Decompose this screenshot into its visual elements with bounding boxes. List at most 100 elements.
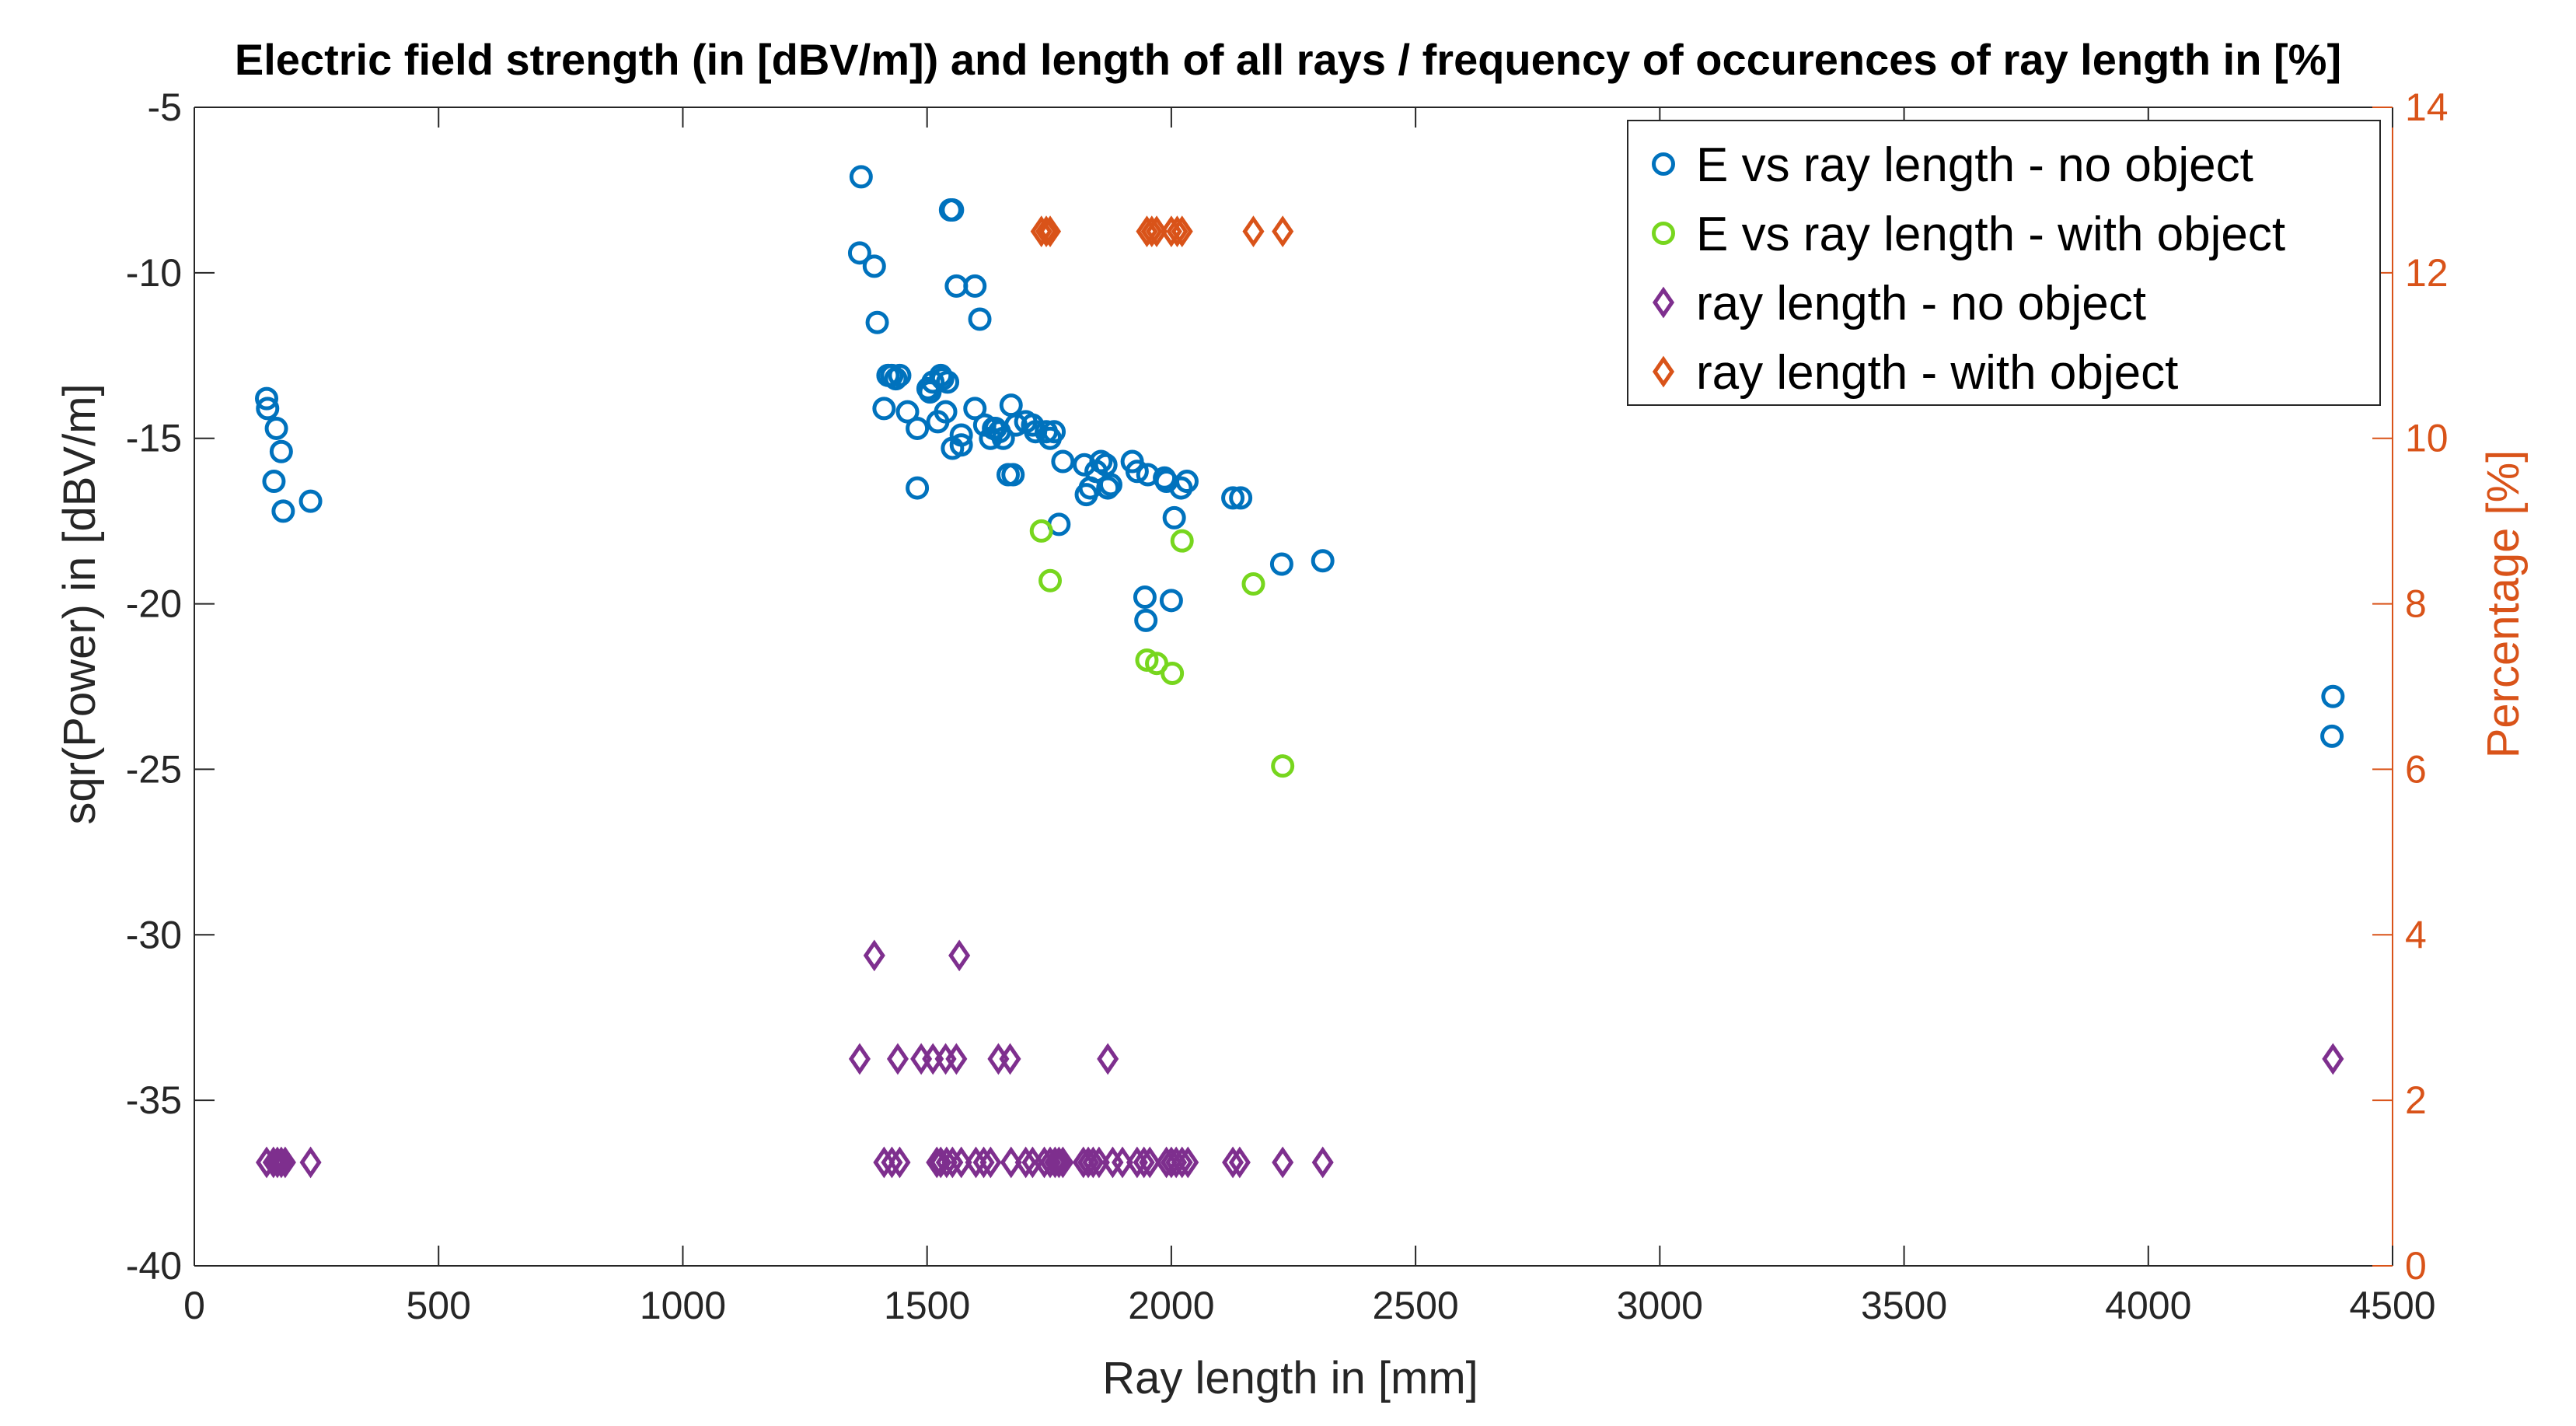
data-point [1048, 1146, 1070, 1179]
x-tick-label: 4000 [2105, 1284, 2191, 1327]
data-point [972, 1146, 995, 1179]
y-left-tick-label: -35 [126, 1078, 182, 1122]
data-point [1133, 585, 1157, 610]
y-right-tick-label: 14 [2405, 86, 2449, 129]
data-point [1135, 648, 1159, 672]
legend-marker [1652, 355, 1675, 388]
x-tick-label: 3000 [1617, 1284, 1703, 1327]
series-4 [1030, 215, 1294, 248]
data-point [1140, 215, 1163, 248]
data-point [1170, 529, 1194, 553]
y-axis-right-label: Percentage [%] [2478, 450, 2529, 759]
data-point [918, 380, 942, 404]
data-point [274, 1146, 296, 1179]
data-point [848, 1043, 871, 1075]
data-point [1097, 1043, 1119, 1075]
x-tick-label: 4500 [2349, 1284, 2435, 1327]
data-point [863, 939, 885, 972]
data-point [1134, 608, 1158, 632]
legend-marker [1652, 286, 1675, 319]
data-point [1052, 1146, 1074, 1179]
data-point [865, 310, 889, 334]
data-point [1171, 215, 1193, 248]
data-point [884, 367, 908, 391]
data-point [270, 1146, 292, 1179]
data-point [1044, 1146, 1066, 1179]
data-point [2322, 1043, 2344, 1075]
data-point [1166, 215, 1189, 248]
x-axis-label: Ray length in [mm] [1102, 1353, 1478, 1403]
legend-box [1627, 120, 2381, 406]
legend-label: ray length - no object [1696, 277, 2146, 330]
data-point [255, 386, 279, 411]
y-left-tick-label: -5 [148, 86, 182, 129]
data-point [979, 1146, 1002, 1179]
data-point [1000, 1146, 1022, 1179]
data-point [1042, 420, 1066, 444]
series-2 [1029, 519, 1295, 778]
data-point [1161, 661, 1185, 685]
data-point [1175, 470, 1199, 494]
data-point [963, 397, 987, 421]
x-tick-label: 2000 [1128, 1284, 1214, 1327]
data-point [1112, 1146, 1134, 1179]
data-point [872, 397, 896, 421]
data-point [880, 363, 904, 387]
y-left-tick-label: -25 [126, 747, 182, 791]
data-point [266, 1146, 288, 1179]
data-point [1038, 568, 1063, 592]
data-point [1269, 552, 1293, 576]
data-point [1242, 215, 1265, 248]
data-point [968, 307, 992, 331]
data-point [965, 1146, 987, 1179]
x-tick-label: 500 [407, 1284, 471, 1327]
data-point [888, 363, 912, 387]
legend-marker [1652, 222, 1675, 245]
y-right-tick-label: 12 [2405, 251, 2449, 295]
data-point [1162, 505, 1186, 530]
data-point [949, 433, 973, 457]
y-left-tick-label: -20 [126, 582, 182, 626]
data-point [1272, 1146, 1294, 1179]
data-point [941, 1146, 964, 1179]
data-point [1001, 463, 1025, 487]
data-point [2321, 684, 2345, 708]
data-point [262, 470, 286, 494]
data-point [269, 439, 293, 463]
data-point [271, 499, 295, 523]
data-point [1004, 413, 1028, 437]
y-right-tick-label: 2 [2405, 1078, 2427, 1122]
data-point [1311, 549, 1335, 573]
data-point [862, 254, 886, 278]
data-point [1014, 1146, 1037, 1179]
data-point [906, 476, 930, 500]
data-point [949, 423, 973, 447]
data-point [847, 241, 871, 265]
data-point [991, 426, 1015, 450]
y-left-tick-label: -30 [126, 913, 182, 956]
data-point [1159, 589, 1183, 613]
data-point [935, 1146, 958, 1179]
data-point [941, 197, 965, 222]
data-point [1271, 754, 1295, 778]
data-point [936, 370, 960, 394]
data-point [1073, 453, 1097, 477]
data-point [1311, 1146, 1334, 1179]
y-right-tick-label: 10 [2405, 417, 2449, 460]
data-point [1125, 460, 1149, 484]
data-point [1139, 1146, 1161, 1179]
data-point [1241, 572, 1265, 596]
data-point [888, 1146, 911, 1179]
data-point [945, 1043, 968, 1075]
data-point [1228, 1146, 1251, 1179]
y-right-tick-label: 4 [2405, 913, 2427, 956]
data-point [1177, 1146, 1199, 1179]
y-right-tick-label: 8 [2405, 582, 2427, 626]
legend-label: E vs ray length - with object [1696, 208, 2285, 261]
x-tick-label: 3500 [1861, 1284, 1947, 1327]
x-tick-label: 1500 [884, 1284, 970, 1327]
data-point [873, 1146, 895, 1179]
legend-label: ray length - with object [1696, 346, 2178, 400]
